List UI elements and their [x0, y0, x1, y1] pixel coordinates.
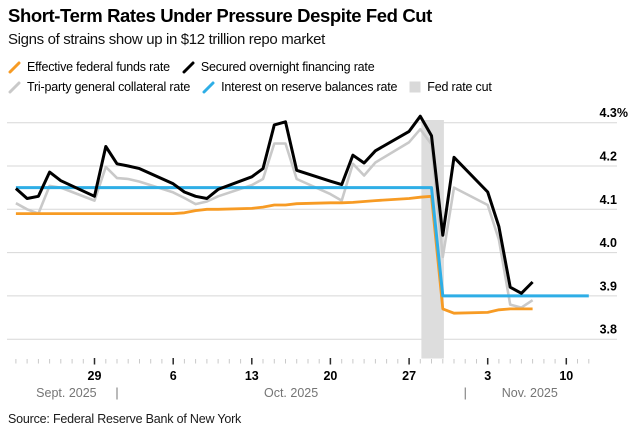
- legend-item-tgcr: Tri-party general collateral rate: [8, 80, 190, 94]
- legend-item-label: Fed rate cut: [427, 80, 492, 94]
- x-axis-day-label: 6: [170, 369, 177, 383]
- x-axis-day-label: 10: [559, 369, 573, 383]
- legend-row: Effective federal funds rate Secured ove…: [8, 57, 492, 77]
- legend-item-label: Effective federal funds rate: [27, 60, 170, 74]
- legend-item-iorb: Interest on reserve balances rate: [202, 80, 397, 94]
- black-line-swatch-icon: [182, 61, 195, 73]
- x-axis-month-label: Nov. 2025: [502, 386, 558, 400]
- x-axis-day-label: 29: [88, 369, 102, 383]
- x-axis-month-label: Oct. 2025: [264, 386, 318, 400]
- legend-item-label: Interest on reserve balances rate: [221, 80, 398, 94]
- orange-line-swatch-icon: [8, 61, 21, 73]
- chart-subtitle: Signs of strains show up in $12 trillion…: [8, 31, 325, 48]
- series-line-sofr: [14, 114, 534, 295]
- blue-line-swatch-icon: [202, 81, 215, 93]
- rates-line-chart: 29 6 13 20 27 3 10 Sept. 2025 Oct. 2025 Nov. 2025…: [7, 106, 629, 400]
- x-axis-day-label: 20: [323, 369, 337, 383]
- series-line-effr: [15, 194, 533, 315]
- legend-item-label: Tri-party general collateral rate: [27, 80, 191, 94]
- y-axis-label: 4.0: [600, 236, 617, 250]
- legend-item-label: Secured overnight financing rate: [200, 60, 375, 74]
- gray-line-swatch-icon: [8, 81, 21, 93]
- y-axis-label: 3.9: [600, 279, 617, 293]
- month-separator: |: [464, 386, 467, 400]
- fed-rate-cut-band: [421, 120, 444, 359]
- legend-item-effr: Effective federal funds rate: [8, 60, 170, 74]
- source-attribution: Source: Federal Reserve Bank of New York: [8, 412, 242, 426]
- legend-item-sofr: Secured overnight financing rate: [182, 60, 375, 74]
- x-axis-month-label: Sept. 2025: [36, 386, 97, 400]
- month-separator: |: [115, 386, 118, 400]
- chart-title: Short-Term Rates Under Pressure Despite …: [8, 5, 432, 26]
- y-axis-label: 4.1: [600, 193, 617, 207]
- legend-row: Tri-party general collateral rate Intere…: [8, 77, 492, 97]
- y-axis-label: 3.8: [600, 323, 617, 337]
- series-line-tgcr: [15, 127, 534, 309]
- y-axis-label: 4.2: [600, 150, 617, 164]
- x-axis-day-label: 3: [484, 369, 491, 383]
- chart-legend: Effective federal funds rate Secured ove…: [8, 57, 492, 97]
- x-axis-day-label: 27: [402, 369, 416, 383]
- legend-item-fed-rate-cut: Fed rate cut: [409, 80, 492, 94]
- x-axis-day-label: 13: [245, 369, 259, 383]
- y-axis-label: 4.3%: [600, 106, 629, 120]
- band-swatch-icon: [409, 81, 421, 93]
